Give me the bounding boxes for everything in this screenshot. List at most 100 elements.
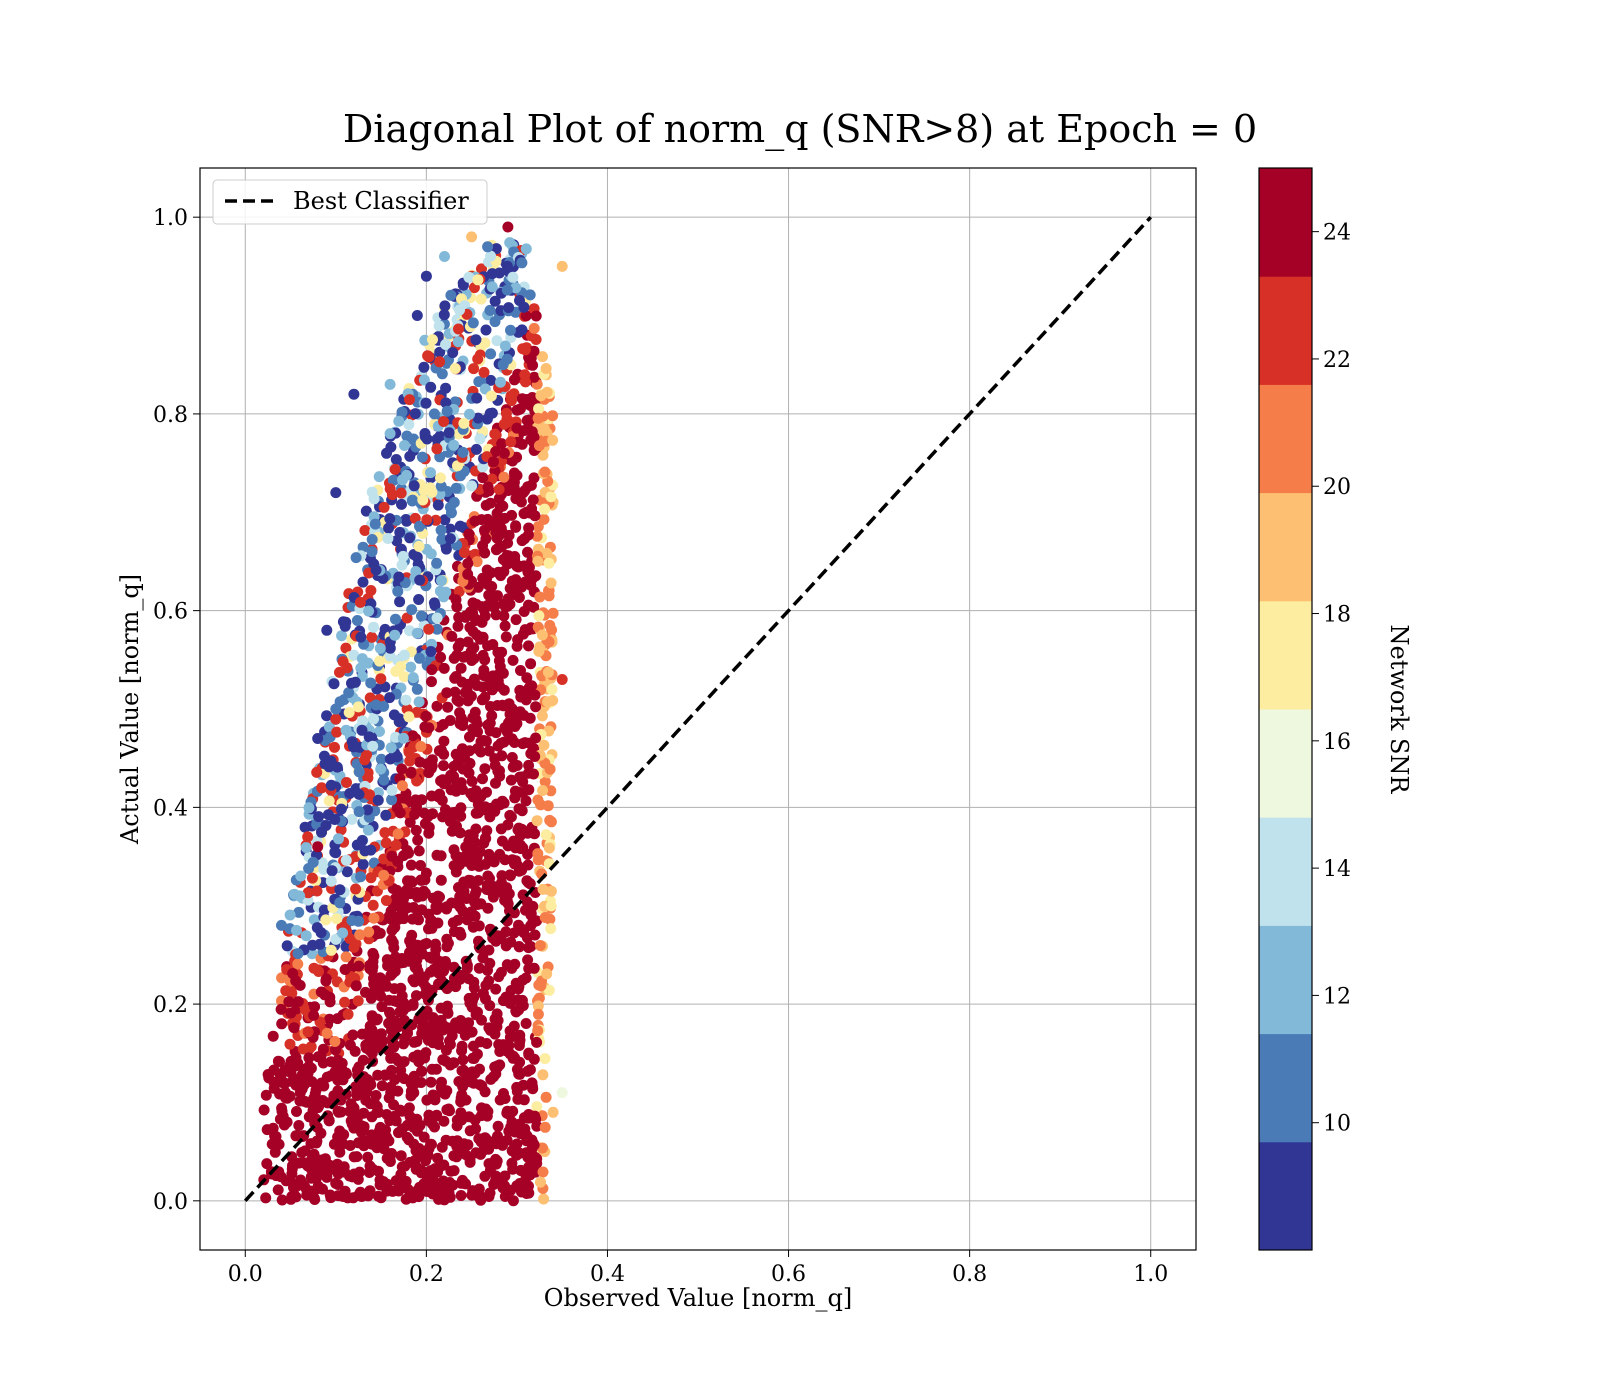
scatter-point: [528, 371, 540, 383]
scatter-point: [378, 774, 390, 786]
scatter-point: [469, 1114, 481, 1126]
scatter-point: [522, 954, 534, 966]
scatter-point: [500, 631, 512, 643]
scatter-point: [479, 547, 491, 559]
scatter-point: [285, 1007, 297, 1019]
scatter-point: [454, 891, 466, 903]
scatter-point: [506, 962, 518, 974]
scatter-point: [425, 467, 436, 479]
scatter-point: [491, 532, 503, 544]
colorbar-bin: [1259, 1141, 1312, 1251]
scatter-point: [499, 1180, 510, 1192]
scatter-point: [387, 967, 399, 979]
scatter-point: [506, 1157, 518, 1169]
scatter-point: [378, 869, 390, 881]
scatter-point: [505, 436, 517, 448]
scatter-point: [539, 1053, 551, 1065]
scatter-point: [438, 760, 449, 772]
scatter-point: [353, 915, 365, 927]
x-tick-label: 0.0: [228, 1262, 263, 1287]
scatter-point: [374, 642, 386, 654]
scatter-point: [391, 535, 403, 547]
x-tick-label: 0.4: [590, 1262, 625, 1287]
colorbar-bin: [1259, 709, 1312, 818]
scatter-point: [514, 1034, 526, 1046]
scatter-point: [334, 884, 346, 896]
scatter-point: [357, 1054, 369, 1066]
scatter-point: [336, 630, 348, 642]
scatter-point: [499, 620, 511, 632]
scatter-point: [491, 1008, 503, 1020]
scatter-point: [464, 745, 475, 757]
scatter-point: [343, 687, 355, 699]
scatter-point: [272, 1055, 284, 1067]
scatter-point: [360, 986, 371, 998]
scatter-point: [286, 987, 298, 999]
scatter-point: [290, 975, 302, 987]
scatter-point: [345, 1115, 357, 1127]
scatter-point: [267, 1030, 279, 1042]
scatter-point: [529, 929, 541, 941]
scatter-point: [466, 655, 478, 666]
scatter-point: [337, 616, 349, 628]
scatter-point: [356, 724, 368, 736]
scatter-point: [522, 624, 534, 636]
scatter-point: [440, 339, 452, 350]
scatter-point: [309, 1194, 321, 1205]
scatter-point: [543, 590, 555, 602]
scatter-point: [490, 243, 502, 255]
scatter-point: [514, 1068, 526, 1080]
scatter-point: [329, 1162, 341, 1173]
scatter-point: [316, 782, 328, 794]
scatter-point: [390, 839, 402, 851]
scatter-point: [379, 681, 391, 693]
scatter-point: [333, 833, 344, 845]
scatter-point: [436, 1141, 448, 1153]
scatter-point: [272, 1184, 284, 1196]
scatter-point: [386, 934, 398, 946]
scatter-point: [300, 842, 312, 853]
y-tick-label: 0.6: [153, 600, 188, 625]
scatter-point: [523, 561, 535, 573]
scatter-point: [329, 1036, 341, 1047]
scatter-point: [472, 274, 484, 286]
scatter-point: [386, 794, 398, 806]
scatter-point: [311, 1172, 322, 1184]
scatter-point: [501, 726, 513, 738]
scatter-point: [425, 1076, 437, 1088]
scatter-point: [457, 1081, 469, 1093]
legend-box: [212, 179, 488, 225]
scatter-point: [494, 267, 505, 279]
scatter-point: [473, 1133, 485, 1145]
scatter-point: [462, 558, 474, 569]
scatter-point: [350, 980, 362, 992]
scatter-point: [538, 1193, 550, 1205]
scatter-point: [402, 847, 414, 859]
scatter-point: [284, 1038, 296, 1050]
scatter-point: [358, 1140, 370, 1152]
x-tick-label: 0.8: [952, 1262, 987, 1287]
scatter-point: [418, 939, 430, 950]
scatter-point: [309, 1001, 321, 1013]
scatter-point: [489, 316, 501, 328]
scatter-point: [335, 1106, 347, 1118]
scatter-point: [543, 842, 555, 854]
scatter-point: [518, 301, 530, 313]
scatter-point: [344, 1140, 356, 1151]
scatter-point: [532, 521, 544, 533]
scatter-point: [404, 532, 416, 544]
scatter-point: [395, 1150, 407, 1162]
scatter-point: [493, 1172, 505, 1184]
scatter-point: [539, 776, 551, 788]
scatter-point: [498, 447, 510, 459]
scatter-point: [318, 904, 330, 916]
scatter-point: [396, 763, 408, 775]
scatter-point: [522, 546, 533, 558]
scatter-point: [531, 530, 543, 542]
scatter-point: [466, 775, 478, 787]
scatter-point: [258, 1104, 270, 1116]
scatter-point: [445, 1165, 457, 1177]
scatter-point: [381, 954, 393, 966]
scatter-point: [436, 794, 448, 806]
scatter-point: [428, 597, 440, 609]
